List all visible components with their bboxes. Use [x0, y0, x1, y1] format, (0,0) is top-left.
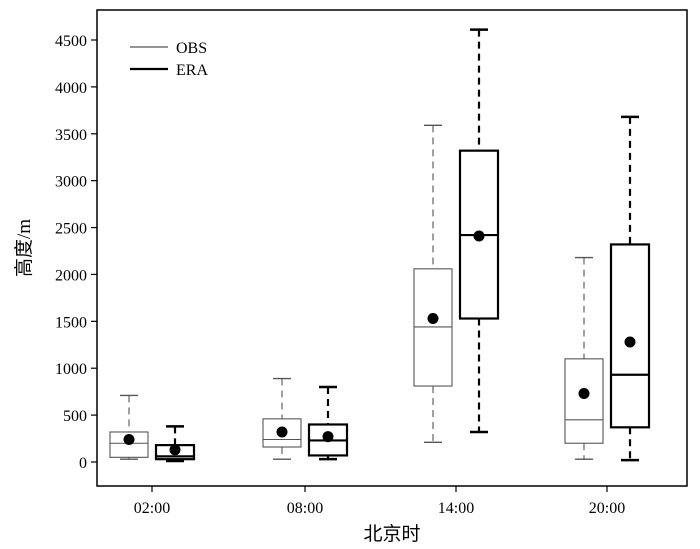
mean-point — [624, 336, 636, 348]
box-iqr — [564, 358, 604, 444]
plot-frame — [96, 9, 688, 487]
x-axis-title: 北京时 — [363, 523, 420, 545]
mean-point — [578, 388, 590, 400]
x-tick-label: 08:00 — [287, 500, 323, 517]
mean-point — [276, 426, 288, 438]
y-tick-label: 2500 — [55, 221, 87, 238]
legend: OBS ERA — [130, 40, 208, 79]
y-axis-title: 高度/m — [13, 219, 35, 277]
y-tick-label: 0 — [79, 455, 87, 472]
legend-label-era: ERA — [176, 62, 208, 79]
box-obs — [109, 394, 149, 460]
box-era — [307, 385, 349, 461]
y-axis: 0 500 1000 1500 2000 2500 3000 3500 4000 4500 — [55, 33, 97, 472]
mean-point — [473, 230, 485, 242]
box-obs — [564, 256, 604, 460]
y-tick-label: 3500 — [55, 127, 87, 144]
box-series — [109, 28, 651, 463]
x-tick-label: 14:00 — [438, 500, 474, 517]
box-era — [609, 115, 651, 462]
x-axis: 02:00 08:00 14:00 20:00 — [134, 486, 625, 517]
y-tick-label: 2000 — [55, 267, 87, 284]
mean-point — [169, 444, 181, 456]
y-tick-label: 4500 — [55, 33, 87, 50]
legend-label-obs: OBS — [176, 40, 207, 57]
mean-point — [427, 313, 439, 325]
y-tick-label: 1500 — [55, 314, 87, 331]
box-obs — [262, 377, 302, 460]
y-tick-label: 4000 — [55, 80, 87, 97]
box-era — [458, 28, 500, 434]
x-tick-label: 02:00 — [134, 500, 170, 517]
y-tick-label: 3000 — [55, 174, 87, 191]
mean-point — [322, 431, 334, 443]
box-era — [154, 425, 196, 463]
y-tick-label: 1000 — [55, 361, 87, 378]
x-tick-label: 20:00 — [589, 500, 625, 517]
mean-point — [123, 433, 135, 445]
y-tick-label: 500 — [63, 408, 87, 425]
box-obs — [413, 124, 453, 444]
box-iqr — [609, 243, 651, 429]
